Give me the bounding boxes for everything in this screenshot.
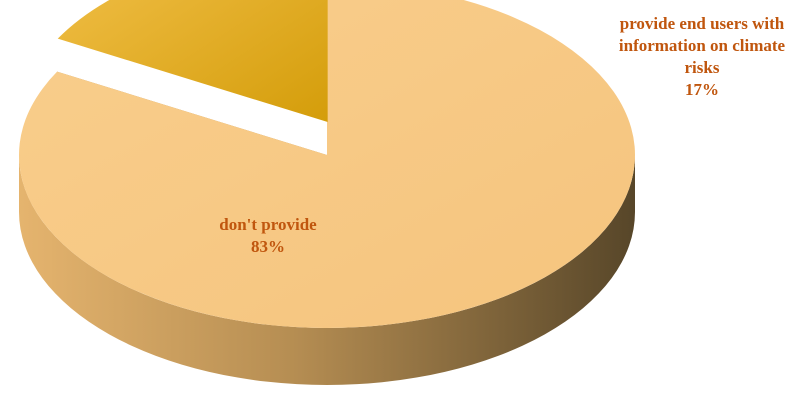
- pie-labels: don't provide 83% provide end users with…: [219, 14, 785, 256]
- slice-value-provide: 17%: [685, 80, 719, 99]
- pie-slice-top-1: [57, 0, 328, 123]
- slice-label-provide-line-3: risks: [685, 58, 720, 77]
- pie-slice-top-0: [19, 0, 635, 328]
- slice-label-dont-provide: don't provide: [219, 215, 317, 234]
- slice-label-provide-line-1: provide end users with: [620, 14, 785, 33]
- slice-value-dont-provide: 83%: [251, 237, 285, 256]
- pie-slice-rim-0: [19, 155, 635, 385]
- slice-label-provide-line-2: information on climate: [619, 36, 786, 55]
- pie-slices: [19, 0, 635, 385]
- pie-slice-0: [19, 0, 635, 385]
- pie-slice-1: [57, 0, 328, 123]
